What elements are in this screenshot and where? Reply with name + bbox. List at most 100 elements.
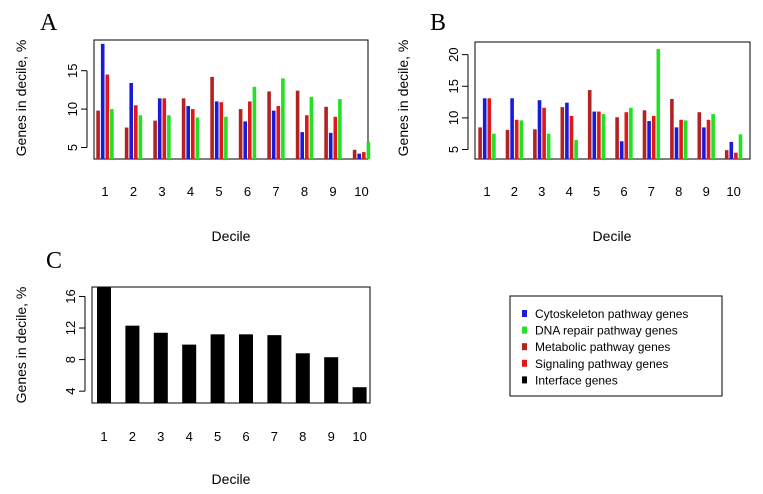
bar-a-dna-repair-pathway-genes-7 bbox=[281, 78, 285, 159]
bar-a-dna-repair-pathway-genes-4 bbox=[195, 117, 200, 159]
bar-a-metabolic-pathway-genes-2 bbox=[124, 127, 129, 159]
bar-a-dna-repair-pathway-genes-6 bbox=[252, 86, 257, 159]
legend: Cytoskeleton pathway genes DNA repair pat… bbox=[509, 295, 723, 397]
bar-a-metabolic-pathway-genes-9 bbox=[324, 106, 328, 159]
bar-a-signaling-pathway-genes-10 bbox=[362, 152, 366, 159]
y-tick-label-a: 5 bbox=[65, 144, 80, 151]
x-tick-label-b: 10 bbox=[726, 184, 740, 199]
bar-b-cytoskeleton-pathway-genes-9 bbox=[702, 127, 706, 159]
bar-b-dna-repair-pathway-genes-6 bbox=[629, 107, 633, 159]
plot-frame-c bbox=[91, 286, 371, 404]
bar-a-dna-repair-pathway-genes-5 bbox=[224, 116, 228, 159]
bar-b-metabolic-pathway-genes-10 bbox=[724, 150, 729, 159]
bar-a-metabolic-pathway-genes-7 bbox=[267, 91, 271, 159]
panel-letter-b: B bbox=[430, 10, 446, 36]
bar-c-interface-genes-5 bbox=[210, 334, 225, 403]
bar-a-dna-repair-pathway-genes-8 bbox=[309, 96, 314, 159]
bar-b-cytoskeleton-pathway-genes-1 bbox=[482, 98, 487, 159]
bar-a-signaling-pathway-genes-3 bbox=[162, 98, 167, 159]
bar-a-signaling-pathway-genes-8 bbox=[305, 115, 309, 159]
x-axis-label-c: Decile bbox=[212, 471, 251, 487]
legend-items: Cytoskeleton pathway genes DNA repair pat… bbox=[522, 307, 688, 387]
x-tick-label-c: 3 bbox=[157, 429, 164, 444]
bar-b-cytoskeleton-pathway-genes-5 bbox=[592, 111, 597, 159]
y-tick-label-b: 20 bbox=[446, 47, 461, 61]
bar-a-metabolic-pathway-genes-1 bbox=[96, 110, 100, 159]
bar-c-interface-genes-8 bbox=[295, 353, 310, 403]
bar-a-cytoskeleton-pathway-genes-1 bbox=[100, 43, 105, 159]
bar-a-signaling-pathway-genes-5 bbox=[219, 102, 224, 159]
x-tick-label-a: 5 bbox=[215, 184, 222, 199]
x-tick-label-c: 5 bbox=[214, 429, 221, 444]
bar-a-cytoskeleton-pathway-genes-5 bbox=[214, 101, 219, 159]
bar-b-cytoskeleton-pathway-genes-3 bbox=[537, 100, 542, 159]
x-tick-label-b: 1 bbox=[483, 184, 490, 199]
bar-b-metabolic-pathway-genes-3 bbox=[533, 129, 537, 159]
bar-b-metabolic-pathway-genes-7 bbox=[642, 110, 647, 159]
y-tick-label-a: 15 bbox=[65, 63, 80, 77]
x-tick-label-b: 8 bbox=[675, 184, 682, 199]
x-tick-label-b: 5 bbox=[593, 184, 600, 199]
bar-b-metabolic-pathway-genes-4 bbox=[560, 107, 565, 159]
bar-b-cytoskeleton-pathway-genes-2 bbox=[510, 98, 514, 159]
plot-a: 5 10 15 1 2 3 4 5 6 7 8 9 10 bbox=[65, 39, 371, 199]
legend-label: Metabolic pathway genes bbox=[535, 340, 670, 354]
bar-a-cytoskeleton-pathway-genes-7 bbox=[271, 110, 276, 159]
bar-a-signaling-pathway-genes-9 bbox=[333, 116, 338, 159]
legend-swatch-dna-repair-pathway-genes bbox=[522, 326, 527, 334]
bar-b-metabolic-pathway-genes-9 bbox=[697, 112, 702, 159]
bar-c-interface-genes-9 bbox=[324, 357, 339, 403]
bar-b-signaling-pathway-genes-3 bbox=[542, 107, 546, 159]
bar-a-cytoskeleton-pathway-genes-2 bbox=[129, 82, 133, 159]
bar-a-cytoskeleton-pathway-genes-4 bbox=[186, 106, 190, 159]
bar-c-interface-genes-2 bbox=[125, 325, 140, 403]
bar-a-metabolic-pathway-genes-3 bbox=[153, 120, 157, 159]
plot-b: 5 10 15 20 1 2 3 4 5 6 7 8 9 10 bbox=[446, 41, 751, 199]
y-tick-label-c: 4 bbox=[63, 388, 78, 395]
bar-a-metabolic-pathway-genes-4 bbox=[181, 98, 186, 159]
y-tick-label-c: 8 bbox=[63, 356, 78, 363]
plot-frame-b bbox=[474, 41, 751, 160]
legend-box bbox=[509, 295, 723, 397]
bar-a-metabolic-pathway-genes-6 bbox=[238, 109, 243, 159]
y-tick-label-a: 10 bbox=[65, 102, 80, 116]
x-axis-label-b: Decile bbox=[593, 228, 632, 244]
bar-a-metabolic-pathway-genes-10 bbox=[352, 149, 357, 159]
bar-a-dna-repair-pathway-genes-9 bbox=[338, 99, 342, 159]
bar-b-cytoskeleton-pathway-genes-7 bbox=[647, 121, 651, 159]
bar-b-signaling-pathway-genes-6 bbox=[624, 112, 629, 159]
x-tick-label-c: 8 bbox=[299, 429, 306, 444]
x-tick-label-a: 9 bbox=[329, 184, 336, 199]
bar-b-cytoskeleton-pathway-genes-10 bbox=[729, 141, 734, 159]
bar-a-dna-repair-pathway-genes-3 bbox=[167, 115, 171, 159]
x-tick-label-b: 2 bbox=[511, 184, 518, 199]
legend-label: Signaling pathway genes bbox=[535, 357, 668, 371]
bar-b-metabolic-pathway-genes-6 bbox=[615, 117, 619, 159]
bar-b-dna-repair-pathway-genes-7 bbox=[656, 48, 661, 159]
panel-letter-c: C bbox=[46, 248, 62, 274]
x-tick-label-c: 7 bbox=[271, 429, 278, 444]
bar-b-metabolic-pathway-genes-8 bbox=[670, 98, 674, 159]
bar-a-signaling-pathway-genes-7 bbox=[276, 106, 281, 159]
panel-b: B 5 10 15 20 1 2 3 4 5 6 7 8 9 10 Decile Genes in dec… bbox=[395, 10, 751, 244]
plot-frame-a bbox=[93, 39, 369, 160]
bar-a-cytoskeleton-pathway-genes-6 bbox=[243, 121, 247, 159]
y-tick-label-b: 5 bbox=[446, 146, 461, 153]
x-tick-label-b: 9 bbox=[703, 184, 710, 199]
bar-a-cytoskeleton-pathway-genes-9 bbox=[328, 132, 333, 159]
bar-c-interface-genes-3 bbox=[153, 332, 168, 403]
bar-a-cytoskeleton-pathway-genes-8 bbox=[300, 132, 304, 159]
bar-b-dna-repair-pathway-genes-4 bbox=[574, 140, 578, 159]
panel-letter-a: A bbox=[40, 10, 58, 36]
bar-b-dna-repair-pathway-genes-8 bbox=[683, 120, 688, 159]
bar-a-signaling-pathway-genes-6 bbox=[248, 101, 252, 159]
x-tick-label-c: 1 bbox=[100, 429, 107, 444]
bar-a-cytoskeleton-pathway-genes-10 bbox=[357, 153, 361, 159]
bar-b-signaling-pathway-genes-5 bbox=[597, 111, 601, 159]
bar-a-signaling-pathway-genes-4 bbox=[191, 109, 195, 159]
bar-b-signaling-pathway-genes-9 bbox=[706, 119, 711, 159]
legend-swatch-interface-genes bbox=[522, 376, 527, 384]
y-axis-label-a: Genes in decile, % bbox=[13, 40, 29, 157]
legend-label: Interface genes bbox=[535, 373, 618, 387]
